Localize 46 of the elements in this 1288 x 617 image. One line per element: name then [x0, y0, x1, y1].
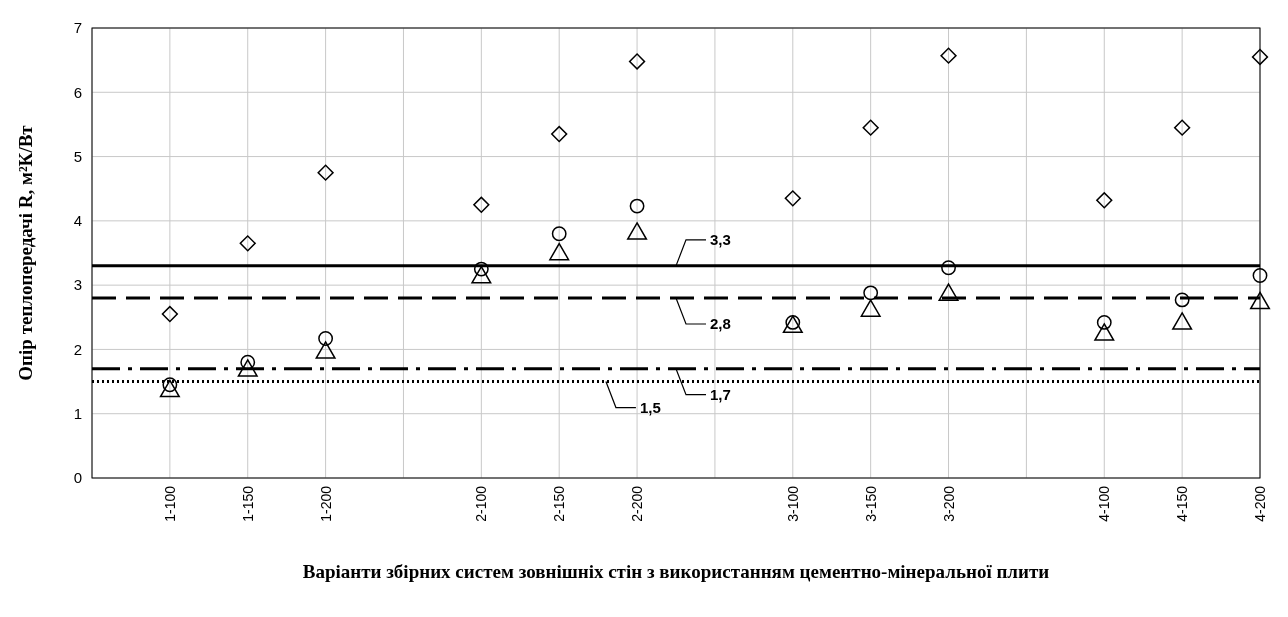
y-tick-label: 5 — [73, 147, 82, 165]
x-tick-label: 1-200 — [317, 485, 334, 522]
y-tick-label: 7 — [73, 19, 82, 37]
point — [940, 47, 957, 64]
x-tick-label: 4-200 — [1252, 485, 1268, 522]
point — [1174, 292, 1190, 308]
point — [551, 125, 568, 143]
x-tick-label: 4-100 — [1096, 485, 1113, 522]
ref-line-label: 1,7 — [710, 385, 731, 403]
x-tick-label: 4-150 — [1174, 485, 1191, 522]
point — [1096, 315, 1112, 330]
point — [239, 235, 256, 252]
x-tick-label: 3-200 — [940, 485, 957, 522]
x-tick-label: 1-150 — [239, 485, 256, 522]
y-tick-label: 2 — [73, 340, 82, 358]
point — [862, 119, 879, 136]
point — [629, 198, 645, 214]
y-tick-label: 6 — [73, 83, 82, 101]
y-axis-title: Опір теплопередачі R, м²К/Вт — [15, 124, 36, 381]
point — [941, 260, 956, 276]
x-tick-label: 3-100 — [784, 485, 801, 522]
point — [161, 305, 179, 323]
point — [1252, 268, 1268, 283]
y-tick-label: 3 — [73, 276, 82, 294]
y-tick-label: 1 — [73, 404, 82, 422]
point — [473, 196, 490, 213]
ref-line-label: 3,3 — [710, 231, 731, 249]
ref-line-label: 2,8 — [710, 315, 731, 333]
x-tick-label: 1-100 — [161, 485, 178, 522]
point — [863, 285, 879, 301]
x-tick-label: 2-200 — [629, 485, 646, 522]
point — [551, 226, 567, 242]
y-tick-label: 4 — [73, 212, 82, 230]
x-tick-label: 2-100 — [473, 485, 490, 522]
point — [1096, 192, 1113, 209]
point — [318, 331, 334, 346]
point — [317, 164, 334, 181]
ref-line-label: 1,5 — [639, 398, 661, 416]
point — [628, 53, 646, 70]
point — [1251, 48, 1269, 66]
point — [1173, 119, 1191, 136]
x-tick-label: 2-150 — [551, 485, 568, 522]
x-tick-label: 3-150 — [862, 485, 879, 522]
x-axis-title: Варіанти збірних систем зовнішніх стін з використанням цементно-мінеральної плити — [302, 561, 1050, 582]
point — [784, 190, 801, 207]
y-tick-label: 0 — [73, 469, 82, 487]
